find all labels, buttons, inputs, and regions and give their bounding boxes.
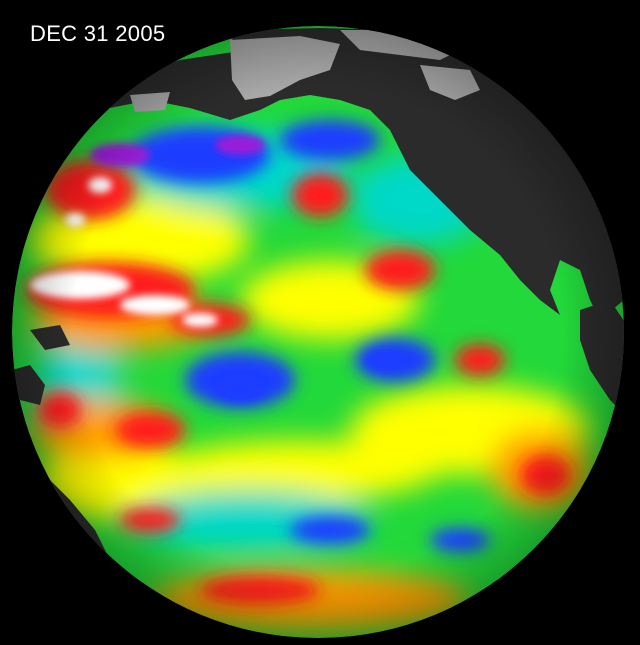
date-label: DEC 31 2005 (30, 21, 166, 46)
globe (12, 26, 624, 638)
globe-shading (12, 26, 624, 638)
